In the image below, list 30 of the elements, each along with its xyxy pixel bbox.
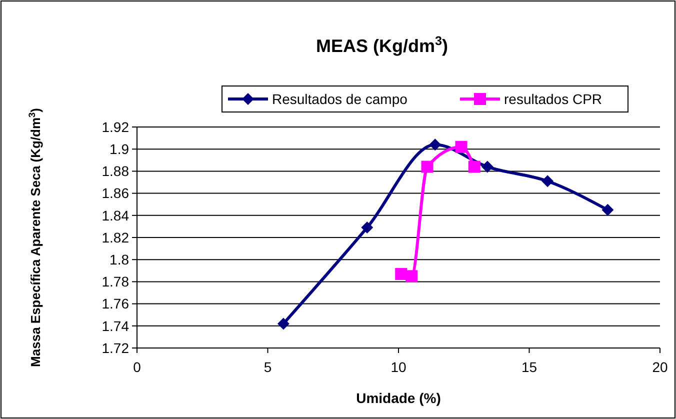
point: [406, 270, 418, 282]
point: [481, 160, 494, 173]
x-tick-label: 15: [521, 359, 538, 375]
y-tick-label: 1.86: [102, 185, 130, 202]
y-tick-label: 1.9: [110, 141, 130, 157]
x-axis-title: Umidade (%): [356, 390, 441, 406]
point: [468, 160, 480, 173]
y-tick-label: 1.74: [102, 318, 130, 334]
y-tick-label: 1.76: [102, 296, 130, 312]
point: [421, 160, 434, 173]
legend-label: resultados CPR: [504, 90, 602, 107]
x-tick-label: 20: [652, 359, 668, 375]
point: [542, 175, 554, 188]
point: [361, 222, 374, 234]
point: [455, 140, 468, 153]
y-tick-label: 1.92: [102, 118, 130, 135]
legend-label: Resultados de campo: [272, 90, 408, 107]
y-tick-label: 1.8: [110, 252, 130, 268]
y-tick-label: 1.72: [102, 340, 130, 356]
y-tick-label: 1.78: [102, 274, 130, 290]
x-tick-label: 0: [133, 359, 142, 375]
x-tick-label: 5: [264, 359, 272, 375]
y-tick-label: 1.88: [102, 163, 130, 180]
point: [277, 318, 290, 330]
y-tick-label: 1.84: [102, 207, 130, 224]
chart-title: MEAS (Kg/dm$^{3}$): [316, 34, 448, 56]
x-tick-label: 10: [390, 359, 406, 375]
point: [602, 204, 614, 216]
point: [429, 138, 442, 151]
y-tick-label: 1.82: [102, 229, 130, 246]
